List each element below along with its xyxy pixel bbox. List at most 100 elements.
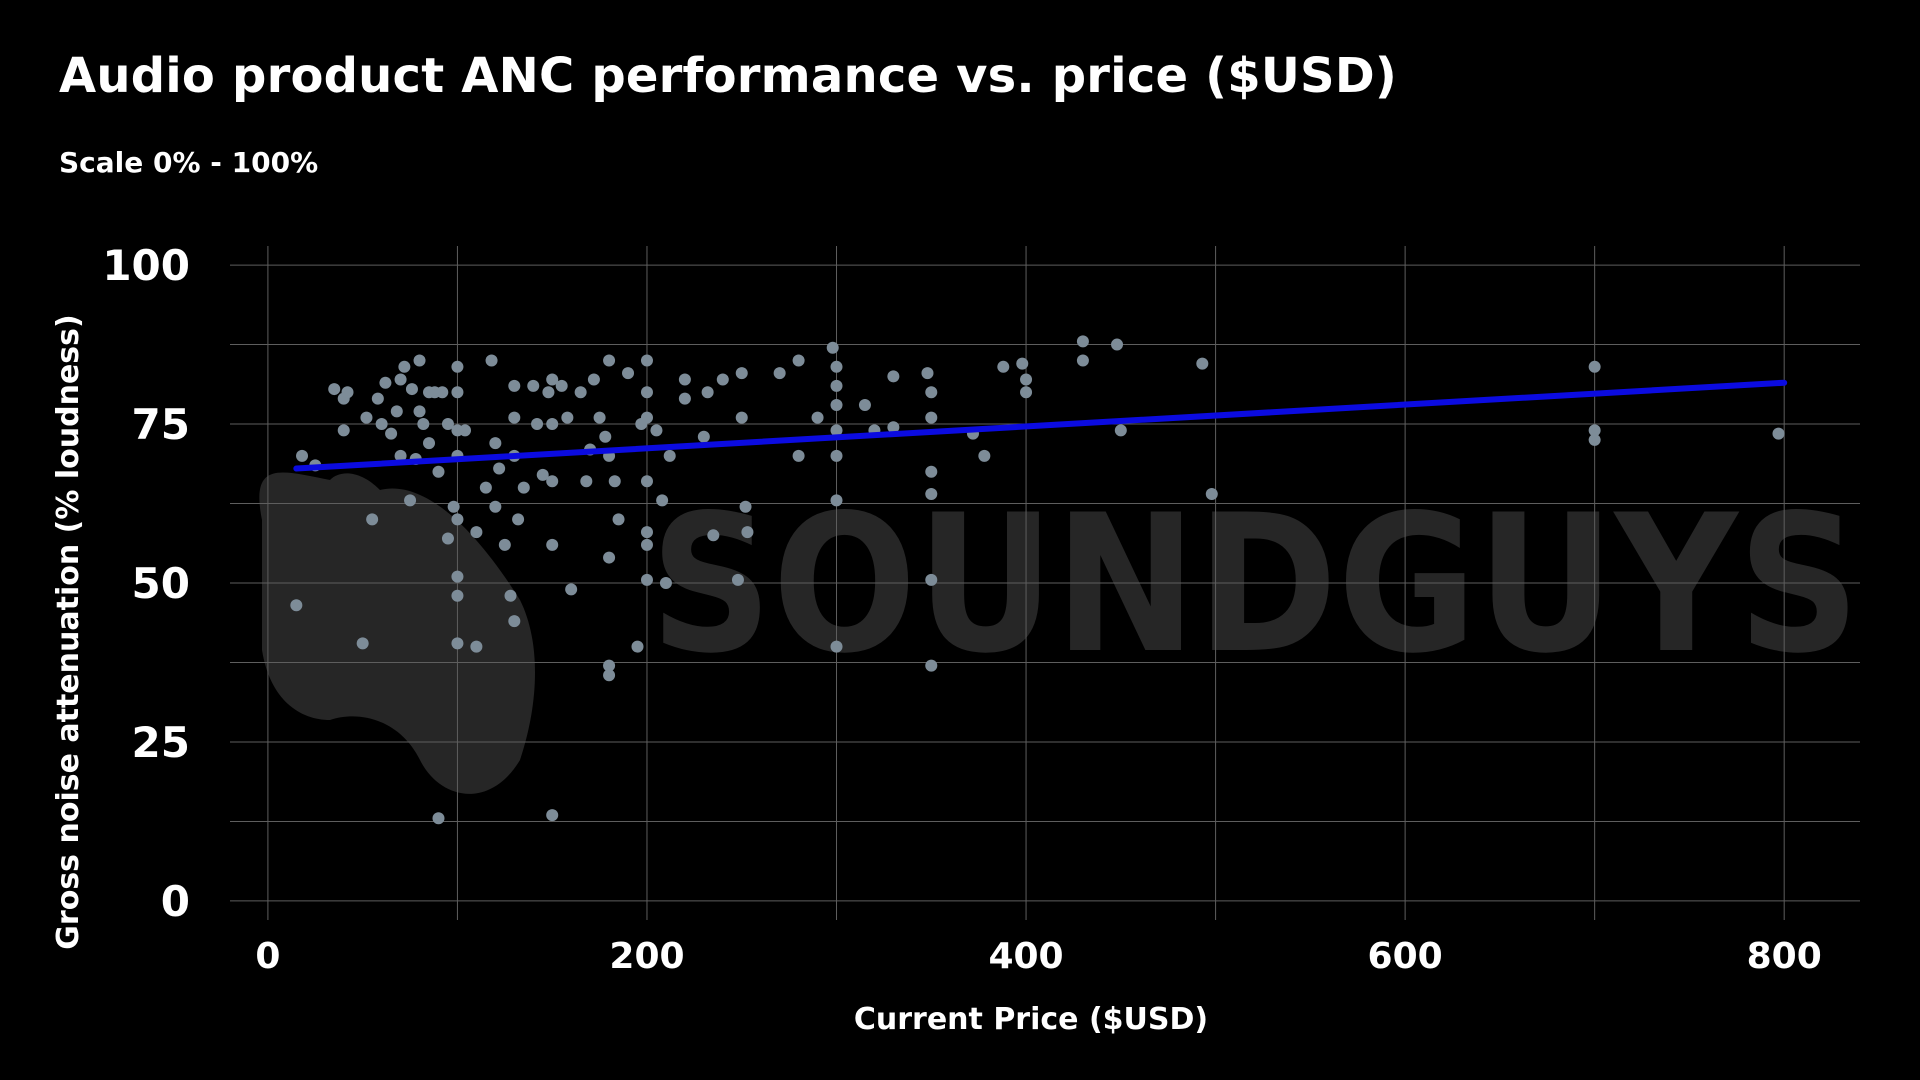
y-tick-label: 0 [161,877,190,926]
data-point [640,538,653,551]
data-point [925,465,938,478]
data-point [640,411,653,424]
data-point [290,599,303,612]
data-point [1016,357,1029,370]
data-point [508,615,521,628]
data-point [1772,427,1785,440]
data-point [542,386,555,399]
data-point [921,367,934,380]
data-point [470,526,483,539]
data-point [773,367,786,380]
data-point [394,373,407,386]
data-point [830,398,843,411]
data-point [296,449,309,462]
data-point [887,421,900,434]
data-point [451,386,464,399]
y-tick-label: 100 [102,241,190,290]
data-point [1196,357,1209,370]
x-tick-label: 0 [255,936,280,977]
data-point [887,370,900,383]
data-point [485,354,498,367]
data-point [1076,354,1089,367]
data-point [390,405,403,418]
data-point [830,379,843,392]
data-point [603,669,616,682]
data-point [356,637,369,650]
data-point [997,360,1010,373]
data-point [830,449,843,462]
data-point [504,589,517,602]
data-point [451,637,464,650]
data-point [561,411,574,424]
data-point [697,430,710,443]
data-point [678,373,691,386]
x-axis-ticks: 0 200 400 600 800 [255,936,1821,977]
x-tick-label: 800 [1747,936,1822,977]
trendline-layer [293,379,1788,472]
data-point [436,386,449,399]
data-point [603,354,616,367]
data-point [508,411,521,424]
x-tick-label: 400 [988,936,1063,977]
data-point [508,379,521,392]
data-point [432,812,445,825]
grid [230,246,1860,920]
data-point [735,411,748,424]
data-point [565,583,578,596]
data-point [792,449,805,462]
data-point [716,373,729,386]
x-axis-label: Current Price ($USD) [854,1002,1208,1037]
data-point [341,386,354,399]
data-point [735,367,748,380]
data-point [603,659,616,672]
data-point [328,383,341,396]
data-point [640,386,653,399]
chart-title: Audio product ANC performance vs. price … [59,48,1398,104]
data-point [498,538,511,551]
data-point [631,640,644,653]
data-point [858,398,871,411]
data-point [925,573,938,586]
data-point [413,354,426,367]
data-point [512,513,525,526]
data-point [640,475,653,488]
data-point [546,418,559,431]
y-axis-label: Gross noise attenuation (% loudness) [51,314,86,949]
watermark-text: SOUNDGUYS [650,474,1860,695]
data-point [555,379,568,392]
data-points [290,335,1785,825]
data-point [792,354,805,367]
data-point [366,513,379,526]
data-point [622,367,635,380]
data-point [441,418,454,431]
data-point [398,360,411,373]
data-point [739,500,752,513]
soundguys-watermark: SOUNDGUYS [259,472,1860,794]
data-point [479,481,492,494]
data-point [678,392,691,405]
data-point [650,424,663,437]
x-tick-label: 600 [1368,936,1443,977]
data-point [830,424,843,437]
y-tick-label: 50 [132,559,190,608]
data-point [593,411,606,424]
data-point [360,411,373,424]
data-point [640,573,653,586]
data-point [404,494,417,507]
data-point [612,513,625,526]
data-point [546,475,559,488]
data-point [830,494,843,507]
data-point [701,386,714,399]
data-point [978,449,991,462]
data-point [546,538,559,551]
data-point [546,373,559,386]
data-point [493,462,506,475]
data-point [441,532,454,545]
soundguys-logo-mark [259,472,535,794]
data-point [659,577,672,589]
data-point [375,418,388,431]
data-point [489,500,502,513]
data-point [1205,487,1218,500]
